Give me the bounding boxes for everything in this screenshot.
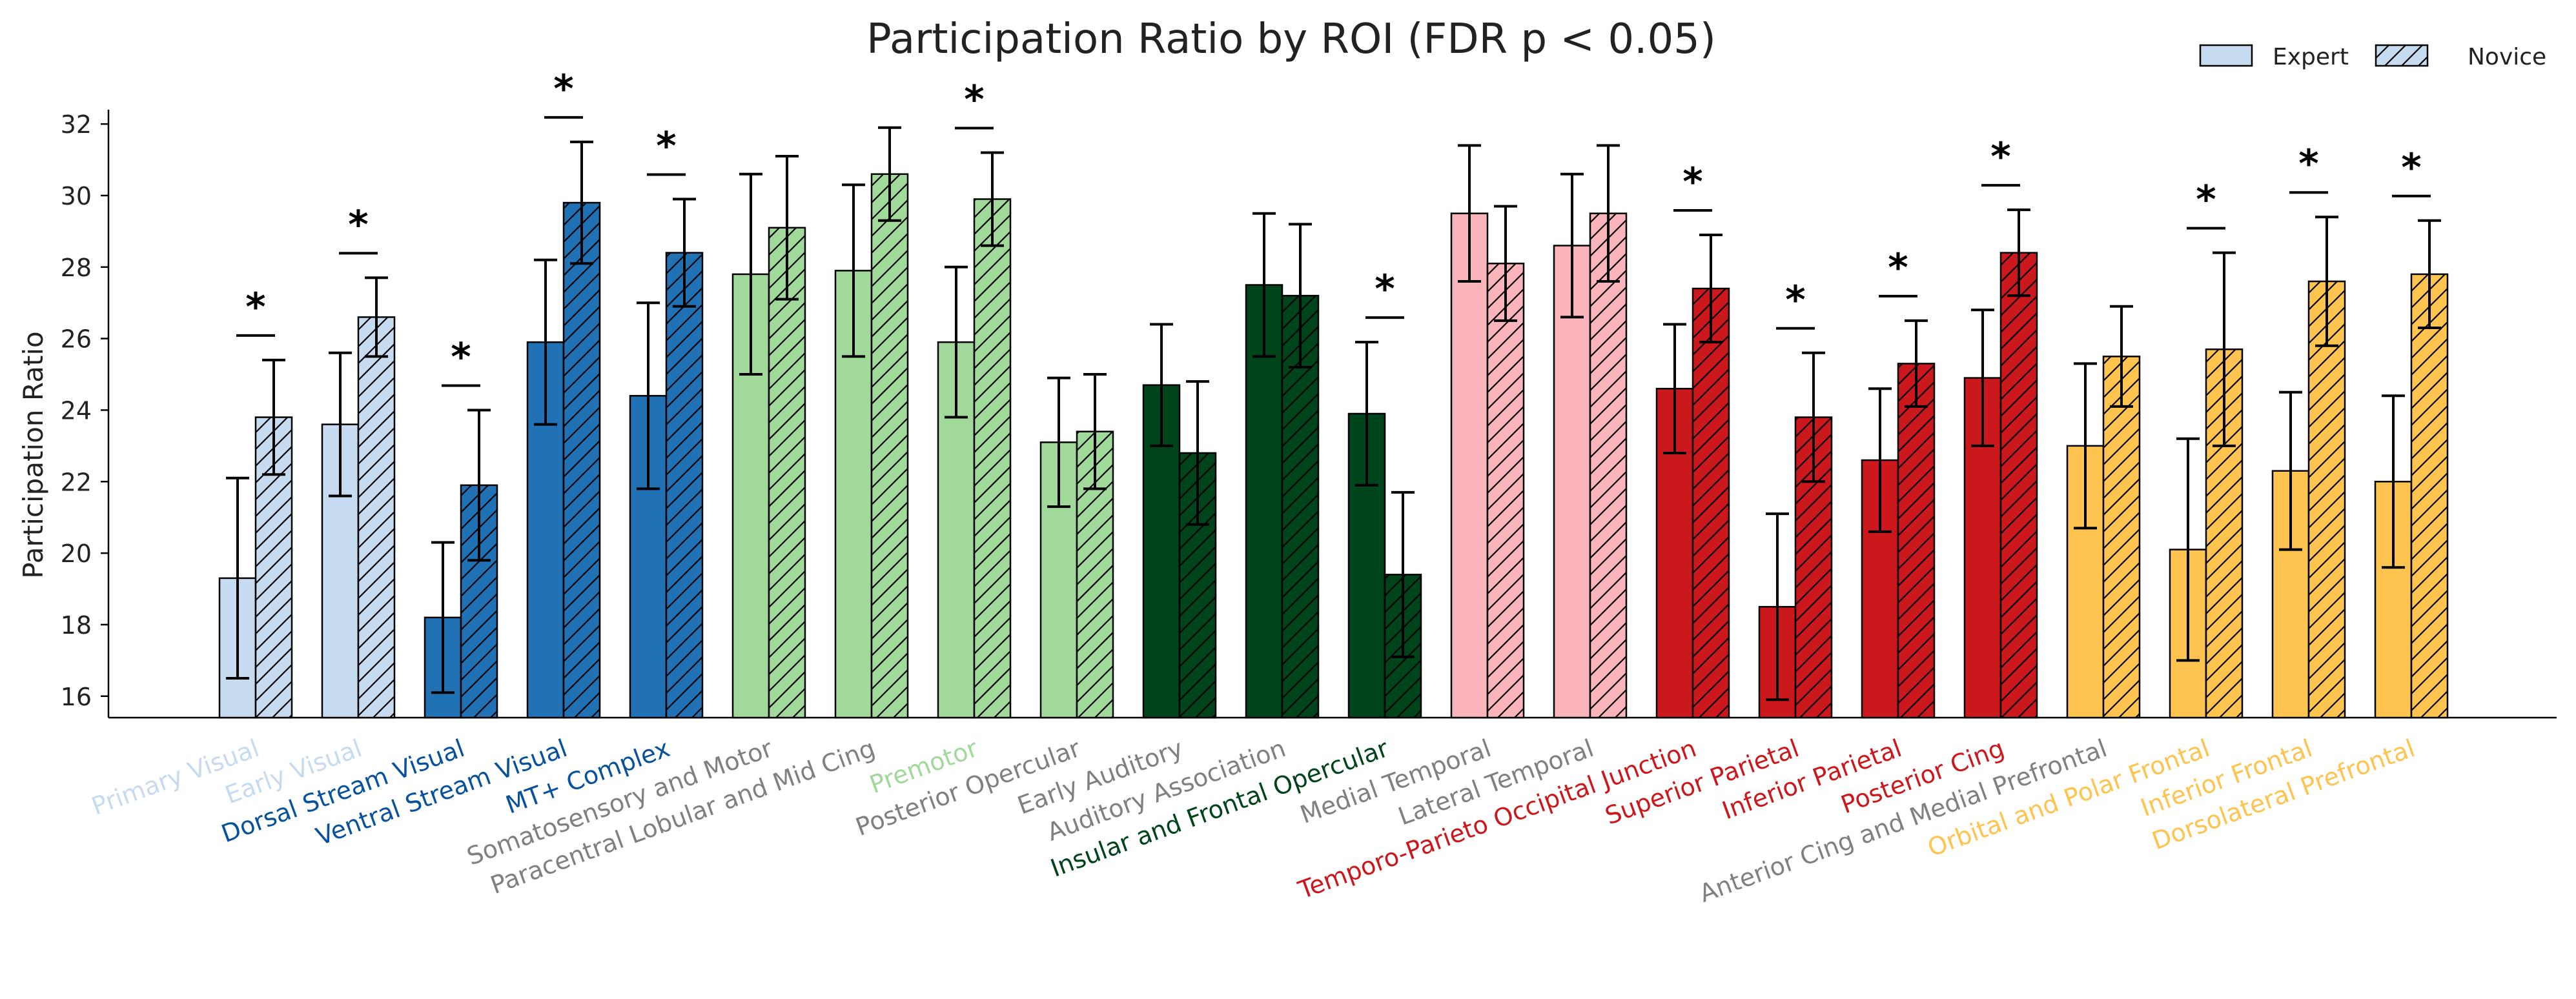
error-bars	[226, 126, 2441, 701]
legend-swatch-expert	[2199, 44, 2253, 67]
bar-novice	[1486, 263, 1525, 719]
y-tick-label: 26	[61, 325, 92, 354]
legend-label-expert: Expert	[2273, 44, 2349, 70]
y-tick-label: 20	[61, 540, 92, 568]
significance-star: *	[2401, 145, 2421, 190]
bar-novice	[2307, 280, 2346, 719]
bar-novice	[1897, 363, 1936, 719]
bar-expert	[1553, 245, 1591, 719]
legend-swatch-novice	[2375, 44, 2429, 67]
bar-novice	[1999, 252, 2038, 719]
bar-novice	[2102, 356, 2141, 719]
y-tick-label: 16	[61, 683, 92, 711]
y-tick-label: 18	[61, 611, 92, 640]
significance-star: *	[553, 66, 573, 112]
significance-star: *	[1785, 278, 1805, 323]
bar-novice	[254, 416, 293, 719]
axes	[107, 110, 2557, 719]
significance-star: *	[451, 334, 471, 379]
y-tick-label: 30	[61, 182, 92, 210]
y-tick-label: 24	[61, 396, 92, 425]
bar-novice	[357, 316, 396, 719]
bar-novice	[460, 484, 498, 719]
y-tick-label: 28	[61, 254, 92, 282]
bar-expert	[1450, 212, 1489, 719]
bar-novice	[973, 198, 1012, 719]
significance-star: *	[2196, 177, 2216, 223]
legend: Expert Novice	[2199, 44, 2546, 70]
significance-star: *	[656, 124, 676, 169]
significance-star: *	[1682, 159, 1702, 205]
bar-novice	[562, 201, 601, 719]
bar-novice	[2410, 273, 2449, 719]
bar-novice	[1692, 287, 1730, 719]
significance-star: *	[1990, 134, 2010, 179]
significance-star: *	[348, 202, 368, 247]
bars	[218, 173, 2449, 719]
significance-star: *	[245, 285, 265, 330]
significance-star: *	[2298, 141, 2318, 187]
y-tick-label: 32	[61, 110, 92, 139]
bar-novice	[870, 173, 909, 719]
significance-markers: * * * * * * * * * * * * * *	[236, 66, 2431, 387]
legend-label-novice: Novice	[2468, 44, 2546, 70]
significance-star: *	[1888, 245, 1908, 290]
bar-novice	[1589, 212, 1628, 719]
bar-novice	[768, 227, 806, 719]
bar-expert	[629, 395, 668, 719]
y-tick-label: 22	[61, 468, 92, 496]
significance-star: *	[1375, 267, 1395, 312]
y-ticks: 16 18 20 22 24 26 28 30 32	[61, 110, 108, 711]
bar-novice	[665, 252, 704, 719]
y-axis-label: Participation Ratio	[17, 331, 49, 578]
chart-title: Participation Ratio by ROI (FDR p < 0.05…	[866, 15, 1716, 63]
significance-star: *	[964, 77, 984, 122]
